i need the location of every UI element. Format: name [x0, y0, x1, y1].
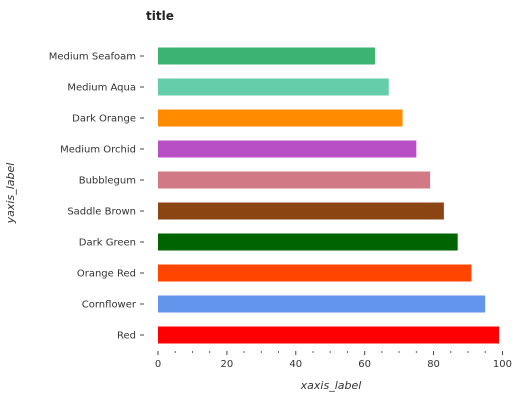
y-tick-label: Medium Seafoam: [49, 52, 136, 63]
y-axis-label: yaxis_label: [4, 163, 17, 225]
bars: [158, 47, 499, 344]
y-tick-label: Medium Orchid: [60, 145, 136, 156]
x-axis-label: xaxis_label: [300, 379, 362, 392]
x-tick-label: 20: [221, 359, 234, 370]
bar-medium-orchid: [158, 140, 417, 158]
x-axis: 0 20 40 60 80 100: [155, 351, 512, 370]
x-tick-label: 60: [358, 359, 371, 370]
y-tick-label: Bubblegum: [79, 176, 136, 187]
x-tick-label: 100: [493, 359, 512, 370]
bar-red: [158, 326, 499, 344]
y-tick-label: Saddle Brown: [67, 207, 136, 218]
bar-dark-orange: [158, 109, 403, 127]
bar-dark-green: [158, 233, 458, 251]
bar-orange-red: [158, 264, 472, 282]
y-tick-label: Medium Aqua: [67, 83, 136, 94]
y-tick-label: Cornflower: [82, 300, 137, 311]
y-tick-label: Dark Orange: [72, 114, 136, 125]
bar-bubblegum: [158, 171, 431, 189]
y-tick-label: Orange Red: [77, 269, 136, 280]
bar-saddle-brown: [158, 202, 444, 220]
bar-medium-seafoam: [158, 47, 375, 65]
bar-medium-aqua: [158, 78, 389, 96]
x-tick-label: 80: [427, 359, 440, 370]
chart-title: title: [146, 9, 174, 23]
y-tick-label: Red: [117, 331, 136, 342]
x-tick-label: 0: [155, 359, 161, 370]
x-tick-label: 40: [289, 359, 302, 370]
bar-cornflower: [158, 295, 486, 313]
y-tick-label: Dark Green: [79, 238, 136, 249]
y-tick-labels: Red Cornflower Orange Red Dark Green Saddle …: [49, 52, 144, 342]
